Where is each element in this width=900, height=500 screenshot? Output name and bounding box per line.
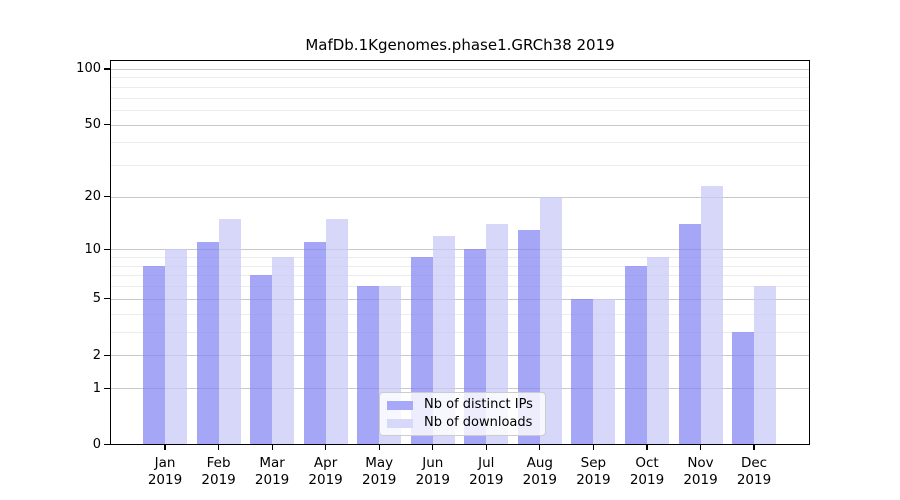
y-tick-mark xyxy=(104,196,110,198)
legend-item-downloads: Nb of downloads xyxy=(387,416,536,430)
bar-distinct-ips-aug xyxy=(517,229,540,445)
legend-label-downloads: Nb of downloads xyxy=(424,415,533,430)
x-tick-mark xyxy=(539,445,541,450)
legend-swatch-downloads xyxy=(387,418,413,428)
bar-downloads-mar xyxy=(272,257,295,445)
x-tick-mark xyxy=(592,445,595,450)
bar-distinct-ips-oct xyxy=(625,265,647,445)
bar-downloads-oct xyxy=(647,257,669,445)
major-gridline xyxy=(111,355,809,357)
x-tick-mark xyxy=(164,445,166,450)
major-gridline xyxy=(111,124,809,126)
x-tick-mark xyxy=(218,445,220,450)
minor-gridline xyxy=(111,86,809,88)
y-tick-mark xyxy=(104,68,110,70)
x-tick-label: Dec 2019 xyxy=(736,455,772,488)
x-tick-label: Aug 2019 xyxy=(522,455,557,488)
bar-downloads-jul xyxy=(486,224,509,445)
minor-gridline xyxy=(111,97,809,99)
minor-gridline xyxy=(111,257,809,259)
x-tick-label: Oct 2019 xyxy=(629,455,665,488)
minor-gridline xyxy=(111,331,809,333)
y-tick-label: 100 xyxy=(76,61,101,77)
x-tick-label: Apr 2019 xyxy=(308,455,343,488)
bar-downloads-sep xyxy=(593,298,616,445)
x-tick-mark xyxy=(378,445,380,450)
bar-distinct-ips-apr xyxy=(303,242,326,445)
x-tick-label: May 2019 xyxy=(362,455,397,488)
bar-distinct-ips-mar xyxy=(250,275,273,445)
legend: Nb of distinct IPs Nb of downloads xyxy=(379,392,546,436)
x-tick-mark xyxy=(325,445,327,450)
x-tick-mark xyxy=(753,445,755,450)
x-tick-label: Jun 2019 xyxy=(415,455,450,488)
x-tick-label: Feb 2019 xyxy=(201,455,236,488)
y-tick-mark xyxy=(104,298,110,300)
bar-downloads-nov xyxy=(700,185,723,445)
major-gridline xyxy=(111,298,809,300)
bar-distinct-ips-jan xyxy=(143,265,165,445)
minor-gridline xyxy=(111,265,809,267)
minor-gridline xyxy=(111,286,809,288)
major-gridline xyxy=(111,68,809,70)
y-tick-label: 5 xyxy=(92,291,101,307)
y-tick-label: 10 xyxy=(84,241,101,257)
minor-gridline xyxy=(111,142,809,144)
x-tick-label: Mar 2019 xyxy=(254,455,290,488)
x-tick-label: Jul 2019 xyxy=(469,455,504,488)
bar-distinct-ips-nov xyxy=(678,224,701,445)
x-tick-mark xyxy=(271,445,273,450)
minor-gridline xyxy=(111,77,809,79)
y-tick-label: 0 xyxy=(92,437,101,452)
x-tick-mark xyxy=(699,445,702,450)
x-tick-label: Nov 2019 xyxy=(683,455,718,488)
y-tick-mark xyxy=(104,248,110,251)
y-tick-mark xyxy=(104,354,110,356)
bar-downloads-jan xyxy=(165,249,187,445)
x-tick-label: Sep 2019 xyxy=(576,455,611,488)
bar-downloads-dec xyxy=(754,286,776,445)
x-tick-mark xyxy=(432,445,434,450)
y-tick-label: 20 xyxy=(84,189,101,205)
y-tick-label: 50 xyxy=(84,117,101,132)
bar-distinct-ips-may xyxy=(357,286,380,445)
y-tick-label: 1 xyxy=(92,380,101,396)
minor-gridline xyxy=(111,313,809,315)
minor-gridline xyxy=(111,165,809,166)
bar-downloads-apr xyxy=(325,218,348,445)
bar-distinct-ips-dec xyxy=(732,331,754,445)
major-gridline xyxy=(111,196,809,198)
x-tick-mark xyxy=(485,445,487,450)
bar-distinct-ips-feb xyxy=(196,242,219,445)
y-tick-mark xyxy=(104,444,110,446)
legend-item-distinct-ips: Nb of distinct IPs xyxy=(387,398,536,412)
y-tick-mark xyxy=(104,124,110,126)
legend-label-distinct-ips: Nb of distinct IPs xyxy=(424,397,533,412)
y-tick-mark xyxy=(104,387,110,389)
chart-title: MafDb.1Kgenomes.phase1.GRCh38 2019 xyxy=(305,36,615,54)
bar-downloads-feb xyxy=(218,218,241,445)
minor-gridline xyxy=(111,275,809,277)
x-tick-mark xyxy=(646,445,648,450)
minor-gridline xyxy=(111,109,809,111)
y-tick-label: 2 xyxy=(92,347,101,363)
bar-distinct-ips-sep xyxy=(571,298,594,445)
bar-downloads-aug xyxy=(539,196,562,445)
major-gridline xyxy=(111,388,809,390)
major-gridline xyxy=(111,249,809,251)
x-tick-label: Jan 2019 xyxy=(147,455,183,488)
legend-swatch-distinct-ips xyxy=(387,400,413,410)
